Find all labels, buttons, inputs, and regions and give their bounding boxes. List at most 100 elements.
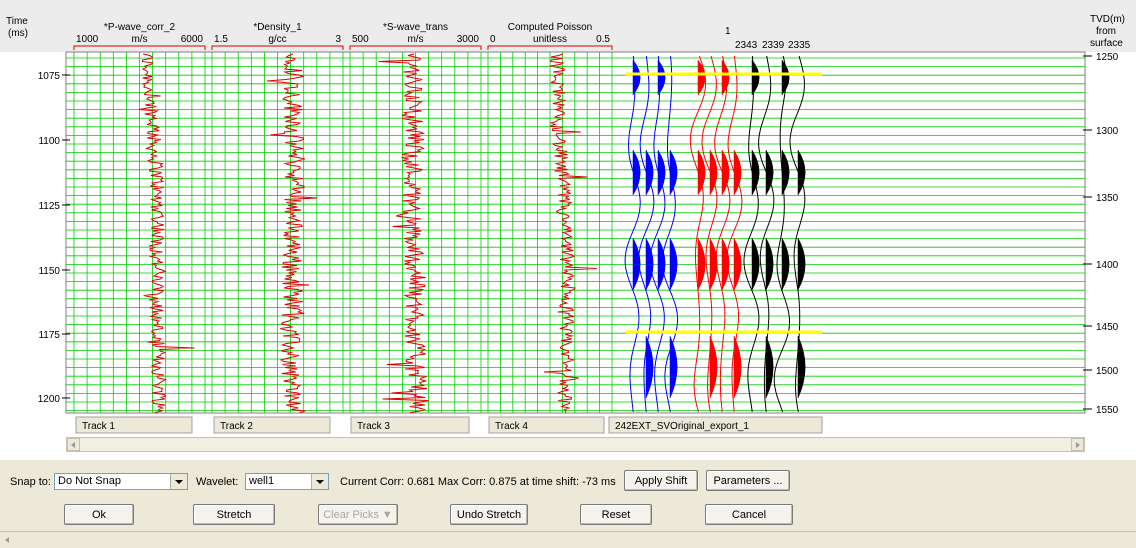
depth-tick-label: 1550 <box>1096 405 1119 416</box>
seismic-lobe-blue <box>657 149 666 196</box>
track-tab-5 <box>608 416 823 434</box>
ok-button[interactable]: Ok <box>64 504 134 525</box>
log-curve-1 <box>139 53 195 413</box>
time-axis-label: Time <box>6 16 28 27</box>
track-tab-2 <box>213 416 331 434</box>
curve-unit-3: m/s <box>407 34 423 45</box>
seismic-trace-black <box>743 55 760 413</box>
seismic-lobe-red <box>709 335 718 399</box>
curve-max-2: 3 <box>335 34 341 45</box>
track-tab-label-1: Track 1 <box>82 421 115 432</box>
seismic-lobe-blue <box>632 149 641 196</box>
seismic-lobe-red <box>733 237 742 291</box>
curve-min-4: 0 <box>490 34 496 45</box>
curve-unit-4: unitless <box>533 34 567 45</box>
undo-stretch-button[interactable]: Undo Stretch <box>450 504 528 525</box>
curve-scale-bar-3 <box>349 45 482 50</box>
wavelet-label: Wavelet: <box>196 476 239 488</box>
seismic-trace-blue <box>638 55 655 413</box>
seismic-lobe-blue <box>657 59 666 96</box>
time-tick-label: 1175 <box>38 330 60 341</box>
curve-unit-1: m/s <box>131 34 147 45</box>
time-axis-unit: (ms) <box>8 28 28 39</box>
tvd-axis-label-3: surface <box>1090 38 1123 49</box>
window-scrollbar[interactable] <box>0 531 1136 548</box>
seismic-lobe-blue <box>669 149 678 196</box>
time-tick-label: 1125 <box>38 201 60 212</box>
chevron-down-icon[interactable] <box>170 474 187 489</box>
seismic-lobe-red <box>697 237 706 291</box>
seismic-trace-blue <box>624 55 641 413</box>
apply-shift-button[interactable]: Apply Shift <box>624 470 698 491</box>
seismic-lobe-black <box>781 237 790 291</box>
reset-button[interactable]: Reset <box>580 504 652 525</box>
track-tab-4 <box>488 416 605 434</box>
correlation-status: Current Corr: 0.681 Max Corr: 0.875 at t… <box>340 476 616 488</box>
seismic-lobe-red <box>697 59 706 96</box>
depth-tick-label: 1250 <box>1096 52 1119 63</box>
track-tab-label-2: Track 2 <box>220 421 253 432</box>
curve-name-3: *S-wave_trans <box>383 22 448 33</box>
depth-tick-label: 1450 <box>1096 322 1119 333</box>
depth-tick-label: 1350 <box>1096 193 1119 204</box>
curve-scale-bar-1 <box>73 45 206 50</box>
wavelet-select[interactable]: well1 <box>245 473 329 490</box>
curve-max-4: 0.5 <box>596 34 610 45</box>
scroll-right-arrow-icon[interactable] <box>1071 438 1084 451</box>
time-tick-label: 1075 <box>38 71 61 82</box>
track-tab-label-5: 242EXT_SVOriginal_export_1 <box>615 421 749 432</box>
trace-label-1: 2343 <box>735 40 758 51</box>
seismic-lobe-blue <box>669 237 678 291</box>
seismic-lobe-black <box>751 237 760 291</box>
depth-tick-label: 1300 <box>1096 126 1119 137</box>
trace-label-3: 2335 <box>788 40 811 51</box>
stretch-button[interactable]: Stretch <box>193 504 275 525</box>
tvd-axis-label: TVD(m) <box>1090 14 1125 25</box>
seismic-lobe-black <box>781 149 790 196</box>
seismic-lobe-blue <box>632 59 641 96</box>
scroll-left-arrow-icon[interactable] <box>67 438 80 451</box>
seismic-lobe-black <box>751 59 760 96</box>
log-curve-2 <box>266 53 318 413</box>
snap-select[interactable]: Do Not Snap <box>54 473 188 490</box>
curve-scale-bar-4 <box>487 45 613 50</box>
seismic-lobe-blue <box>632 237 641 291</box>
track-tab-3 <box>350 416 470 434</box>
header-band <box>0 0 1136 52</box>
seismic-lobe-blue <box>645 149 654 196</box>
seismic-lobe-black <box>751 149 760 196</box>
track-tab-label-3: Track 3 <box>357 421 390 432</box>
seismic-trace-blue <box>661 55 679 413</box>
horizontal-scrollbar[interactable] <box>66 437 1085 452</box>
seismic-trace-red <box>714 55 731 413</box>
seismic-lobe-black <box>765 335 774 399</box>
depth-tick-label: 1500 <box>1096 366 1119 377</box>
seismic-lobe-black <box>765 149 774 196</box>
clear-picks-button[interactable]: Clear Picks ▼ <box>318 504 398 525</box>
seismic-lobe-red <box>721 59 730 96</box>
chevron-down-icon[interactable] <box>311 474 328 489</box>
seismic-lobe-red <box>733 335 742 399</box>
curve-scale-bar-2 <box>211 45 344 50</box>
cancel-button[interactable]: Cancel <box>705 504 793 525</box>
seismic-trace-red <box>689 55 707 413</box>
curve-max-1: 6000 <box>181 34 204 45</box>
seismic-lobe-black <box>797 237 806 291</box>
time-tick-label: 1150 <box>38 266 60 277</box>
curve-unit-2: g/cc <box>268 34 286 45</box>
seismic-lobe-blue <box>645 335 654 399</box>
plot-frame <box>65 51 1086 414</box>
trace-label-2: 2339 <box>762 40 785 51</box>
scroll-left-arrow-icon[interactable] <box>2 534 15 547</box>
tvd-axis-label-2: from <box>1096 26 1116 37</box>
track-tab-label-4: Track 4 <box>495 421 528 432</box>
curve-name-1: *P-wave_corr_2 <box>104 22 176 33</box>
time-tick-label: 1200 <box>38 394 61 405</box>
seismic-trace-black <box>773 55 790 413</box>
curve-max-3: 3000 <box>457 34 480 45</box>
time-tick-label: 1100 <box>38 136 60 147</box>
log-curve-3 <box>378 53 429 413</box>
parameters-button[interactable]: Parameters ... <box>706 470 790 491</box>
